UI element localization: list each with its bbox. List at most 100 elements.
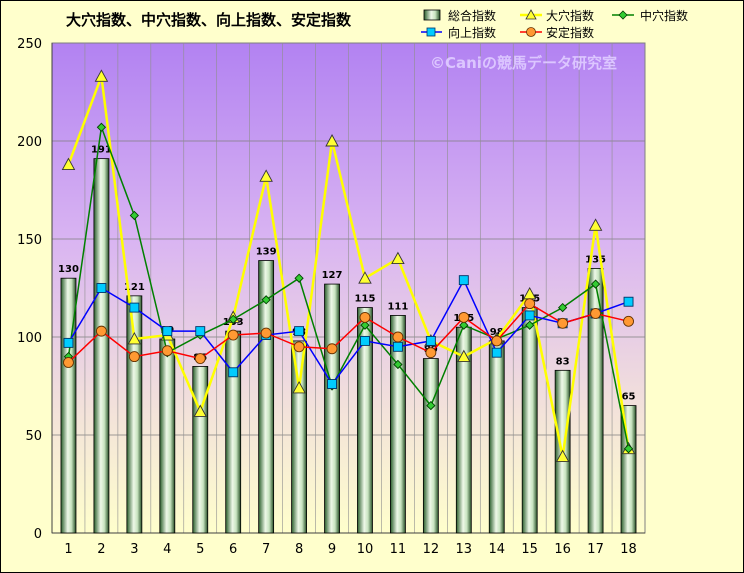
- bar-value-label: 121: [124, 282, 145, 293]
- point-antei-9: [326, 343, 338, 355]
- bar-value-label: 65: [622, 392, 636, 403]
- legend-label: 総合指数: [448, 8, 496, 23]
- point-oana-2: [94, 69, 109, 82]
- point-oana-7: [259, 169, 273, 182]
- point-kojo-9: [327, 379, 337, 389]
- point-antei-13: [458, 311, 470, 323]
- point-antei-2: [95, 325, 107, 337]
- point-chuana-10: [360, 320, 370, 330]
- point-antei-17: [590, 308, 602, 319]
- bar-sogo-12: [422, 358, 439, 534]
- point-antei-7: [260, 327, 272, 339]
- bar-sogo-9: [324, 283, 340, 534]
- legend-item-chuana: 中穴指数: [612, 8, 688, 23]
- bar-sogo-10: [357, 307, 373, 534]
- y-tick-label: 50: [25, 429, 42, 444]
- legend-label: 安定指数: [546, 25, 594, 40]
- y-tick-label: 100: [17, 331, 42, 346]
- point-antei-5: [194, 353, 206, 365]
- point-oana-5: [193, 404, 208, 417]
- point-antei-14: [491, 335, 503, 347]
- point-oana-16: [555, 449, 570, 463]
- legend-diamond-marker: [618, 10, 628, 20]
- bar-value-label: 139: [256, 247, 277, 258]
- y-tick-label: 150: [17, 233, 42, 248]
- bar-value-label: 127: [322, 270, 343, 281]
- point-antei-18: [623, 315, 634, 327]
- point-kojo-18: [623, 296, 634, 307]
- x-tick-label: 11: [390, 542, 407, 557]
- point-kojo-12: [425, 335, 436, 346]
- legend-label: 中穴指数: [640, 8, 688, 23]
- point-antei-4: [161, 345, 173, 357]
- x-tick-label: 3: [130, 542, 138, 557]
- legend-label: 大穴指数: [546, 8, 594, 23]
- point-kojo-13: [458, 275, 469, 286]
- point-antei-10: [359, 311, 371, 323]
- legend-item-antei: 安定指数: [520, 25, 594, 40]
- bar-sogo-2: [93, 158, 110, 534]
- bars: [60, 158, 637, 534]
- point-chuana-8: [294, 273, 304, 283]
- point-chuana-11: [393, 359, 403, 370]
- x-tick-label: 9: [328, 542, 336, 557]
- point-kojo-10: [360, 335, 370, 346]
- point-kojo-4: [162, 326, 173, 337]
- point-chuana-7: [261, 295, 271, 305]
- point-chuana-17: [590, 279, 601, 289]
- point-chuana-3: [129, 210, 139, 221]
- bar-value-label: 115: [355, 294, 376, 305]
- point-antei-15: [524, 298, 536, 310]
- legend-triangle-marker: [525, 9, 537, 20]
- bar-sogo-8: [291, 340, 307, 534]
- x-tick-label: 7: [262, 542, 270, 557]
- legend-bar-swatch: [423, 9, 441, 21]
- grid: [52, 42, 645, 534]
- point-kojo-2: [96, 283, 107, 293]
- point-kojo-3: [129, 302, 140, 313]
- watermark: ©Caniの競馬データ研究室: [430, 54, 617, 72]
- bar-value-label: 191: [91, 145, 112, 156]
- point-oana-9: [325, 134, 339, 147]
- series-lines: [61, 69, 636, 463]
- point-oana-10: [358, 271, 372, 284]
- bar-sogo-15: [521, 307, 538, 534]
- chart-title: 大穴指数、中穴指数、向上指数、安定指数: [66, 11, 352, 29]
- bar-sogo-7: [258, 260, 275, 534]
- x-tick-label: 6: [229, 542, 237, 557]
- x-tick-label: 13: [456, 542, 473, 557]
- legend-label: 向上指数: [448, 25, 496, 40]
- point-antei-1: [63, 357, 74, 368]
- point-antei-3: [128, 351, 140, 363]
- point-chuana-15: [525, 320, 535, 330]
- series-antei: [63, 298, 634, 368]
- line-chuana: [67, 127, 630, 449]
- legend: 総合指数 大穴指数 中穴指数 向上指数 安定指数: [421, 8, 688, 40]
- bar-sogo-4: [159, 338, 176, 534]
- point-chuana-12: [426, 400, 436, 411]
- point-chuana-16: [558, 302, 568, 313]
- x-tick-label: 12: [423, 542, 440, 557]
- bar-sogo-14: [488, 340, 505, 534]
- point-antei-8: [293, 341, 305, 353]
- x-tick-label: 14: [488, 542, 505, 557]
- bar-sogo-18: [620, 405, 637, 534]
- point-oana-13: [457, 349, 471, 363]
- x-tick-label: 15: [521, 542, 538, 557]
- point-chuana-6: [228, 314, 238, 324]
- x-tick-label: 1: [64, 542, 72, 557]
- point-antei-16: [557, 317, 569, 329]
- point-antei-6: [227, 329, 239, 341]
- point-chuana-13: [459, 320, 469, 330]
- point-oana-17: [588, 218, 603, 231]
- y-tick-label: 250: [17, 37, 42, 52]
- bar-sogo-5: [192, 365, 209, 534]
- x-tick-label: 2: [97, 542, 105, 557]
- point-antei-12: [425, 347, 437, 359]
- point-oana-1: [61, 157, 76, 170]
- point-oana-11: [391, 251, 405, 265]
- bar-sogo-17: [587, 267, 604, 534]
- legend-square-marker: [426, 27, 436, 37]
